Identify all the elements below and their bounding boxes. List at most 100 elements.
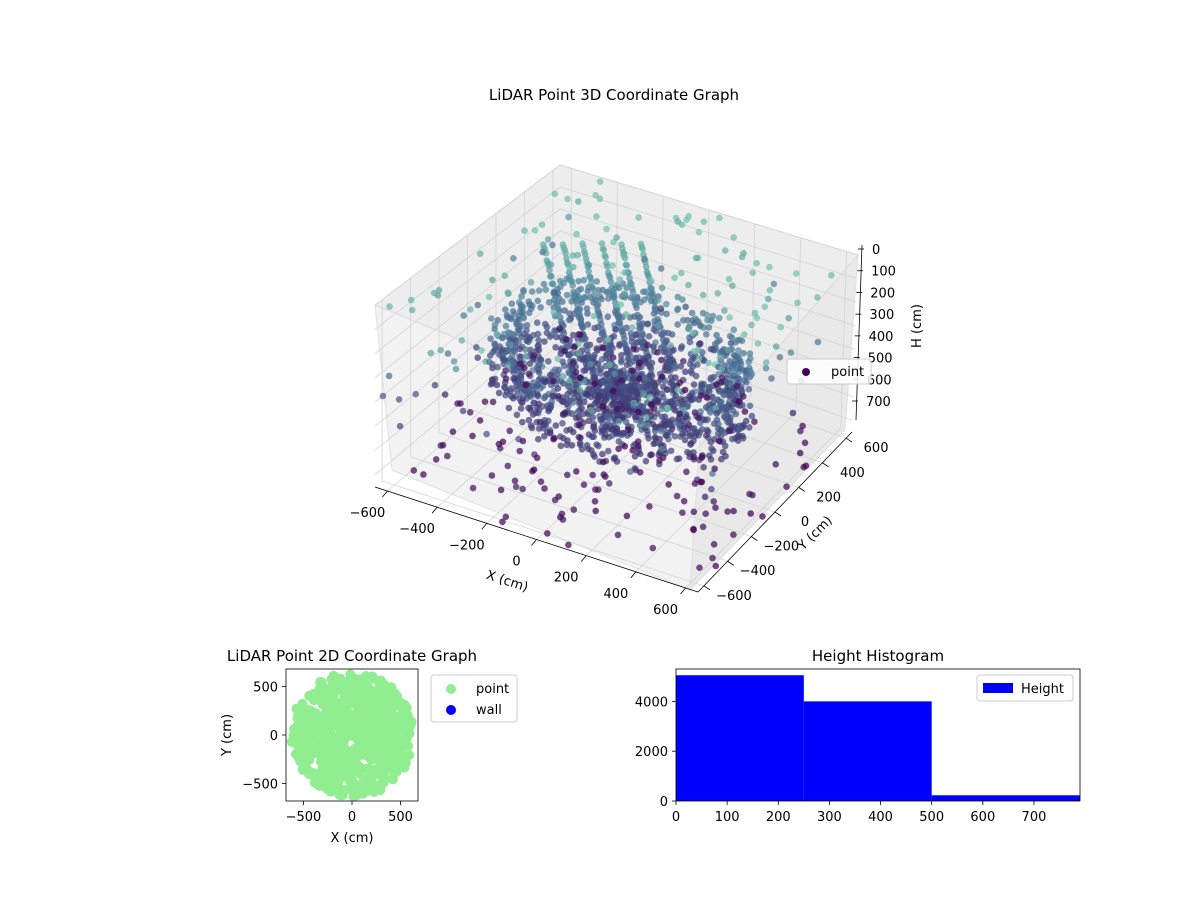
- point-3d: [542, 286, 550, 294]
- point-3d: [615, 313, 623, 321]
- point-2d: [376, 693, 387, 703]
- point-3d: [666, 421, 674, 428]
- point-3d: [652, 339, 659, 346]
- points-2d: [286, 669, 417, 801]
- point-3d: [561, 347, 569, 355]
- point-3d: [592, 296, 600, 304]
- point-3d: [539, 248, 546, 256]
- point-3d: [730, 326, 738, 334]
- point-3d: [535, 400, 542, 408]
- point-3d: [749, 269, 757, 277]
- point-3d: [474, 354, 482, 362]
- point-3d: [584, 310, 591, 317]
- point-3d: [575, 394, 582, 402]
- point-3d: [608, 426, 616, 433]
- point-3d: [489, 398, 497, 406]
- point-3d: [624, 426, 632, 434]
- point-3d: [623, 324, 630, 332]
- ticks-histogram: 0 100 200 300 400 500 600 700 0 2000 4000: [635, 695, 1046, 825]
- point-3d: [629, 447, 636, 454]
- point-3d: [640, 408, 647, 416]
- point-3d: [473, 344, 480, 351]
- point-2d: [318, 697, 329, 708]
- point-3d: [533, 319, 541, 327]
- point-3d: [560, 362, 568, 370]
- x-tick-label-histogram: 600: [970, 810, 995, 825]
- y-tick-label-3d: 400: [840, 466, 865, 481]
- point-3d: [613, 405, 621, 413]
- point-3d: [676, 410, 683, 418]
- point-3d: [555, 493, 562, 500]
- point-3d: [677, 363, 685, 370]
- point-3d: [581, 294, 588, 301]
- grid-line-x: [585, 223, 756, 556]
- point-3d: [520, 286, 527, 294]
- point-2d: [340, 766, 350, 777]
- point-3d: [535, 346, 543, 354]
- z-tick-label-3d: 300: [869, 308, 894, 323]
- ticks-2d: −500 0 500 500 0 −500: [242, 680, 413, 825]
- point-3d: [680, 317, 687, 324]
- point-3d: [589, 285, 597, 293]
- point-3d: [650, 405, 658, 412]
- point-3d: [712, 562, 720, 570]
- z-tick-label-3d: 600: [867, 373, 892, 388]
- point-3d: [604, 263, 611, 270]
- point-3d: [726, 361, 733, 368]
- point-3d: [573, 230, 580, 238]
- point-3d: [684, 448, 691, 456]
- point-3d: [385, 372, 393, 380]
- point-3d: [525, 370, 533, 378]
- point-3d: [502, 367, 509, 374]
- point-3d: [637, 417, 645, 424]
- point-3d: [487, 381, 495, 388]
- point-3d: [638, 383, 646, 391]
- point-3d: [547, 261, 555, 269]
- point-3d: [814, 338, 822, 346]
- point-3d: [799, 422, 806, 430]
- point-3d: [712, 504, 719, 512]
- legend-histogram: Height: [976, 674, 1074, 702]
- point-2d: [340, 732, 351, 743]
- point-3d: [680, 424, 687, 432]
- point-3d: [596, 336, 603, 344]
- point-2d: [316, 756, 327, 767]
- point-3d: [649, 544, 657, 552]
- point-3d: [732, 353, 739, 360]
- point-3d: [683, 216, 690, 223]
- point-3d: [489, 276, 496, 284]
- point-2d: [350, 689, 361, 700]
- point-3d: [657, 265, 665, 272]
- point-2d: [378, 717, 389, 727]
- point-3d: [698, 384, 706, 391]
- point-3d: [658, 413, 666, 421]
- point-3d: [694, 414, 702, 422]
- point-3d: [625, 411, 632, 419]
- y-tick-label-histogram: 4000: [635, 695, 668, 710]
- point-3d: [605, 447, 612, 455]
- grid-line-z: [374, 230, 856, 379]
- point-3d: [511, 477, 519, 485]
- point-3d: [621, 383, 628, 391]
- grid-line-x: [486, 196, 664, 524]
- point-3d: [686, 432, 694, 440]
- point-3d: [673, 492, 681, 500]
- x-tick-label-histogram: 400: [868, 810, 893, 825]
- point-2d: [327, 686, 338, 697]
- point-3d: [797, 427, 804, 435]
- point-3d: [733, 382, 741, 390]
- point-2d: [351, 790, 362, 801]
- point-3d: [672, 392, 680, 400]
- point-3d: [620, 429, 627, 437]
- point-3d: [699, 523, 707, 531]
- z-axis-label-3d: H (cm): [910, 304, 925, 348]
- point-2d: [307, 722, 317, 733]
- point-3d: [673, 455, 681, 463]
- point-3d: [617, 301, 624, 308]
- x-tick-label-2d: 500: [388, 810, 413, 825]
- point-3d: [748, 321, 755, 329]
- point-3d: [654, 410, 661, 417]
- point-3d: [735, 347, 742, 354]
- point-3d: [582, 367, 589, 374]
- point-3d: [575, 421, 583, 429]
